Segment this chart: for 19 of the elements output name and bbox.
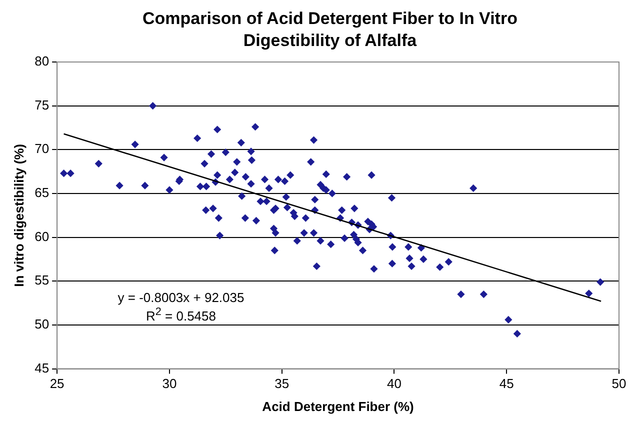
y-tick-label: 55 [34, 272, 50, 288]
x-tick-label: 30 [162, 376, 177, 392]
y-axis-title: In vitro digestibility (%) [11, 144, 26, 287]
x-tick-label: 25 [50, 376, 64, 392]
x-tick-label: 45 [499, 376, 514, 392]
y-tick-label: 60 [34, 228, 50, 244]
x-tick-label: 50 [612, 376, 626, 392]
y-tick-label: 50 [34, 316, 50, 332]
y-tick-label: 80 [34, 54, 50, 69]
x-tick-label: 40 [386, 376, 402, 392]
chart-title: Comparison of Acid Detergent Fiber to In Vitro Digestibility of Alfalfa [142, 8, 518, 52]
annotation: R$^{2}$ = 0.5458 [145, 305, 217, 324]
annotation: y = -0.8003x + 92.035 [116, 290, 246, 305]
y-tick-label: 45 [34, 360, 50, 376]
y-tick-label: 75 [34, 97, 50, 112]
y-tick-label: 65 [34, 185, 50, 200]
x-tick-label: 35 [274, 376, 290, 392]
x-axis-title: Acid Detergent Fiber (%) [262, 398, 414, 414]
y-tick-label: 70 [34, 141, 50, 156]
